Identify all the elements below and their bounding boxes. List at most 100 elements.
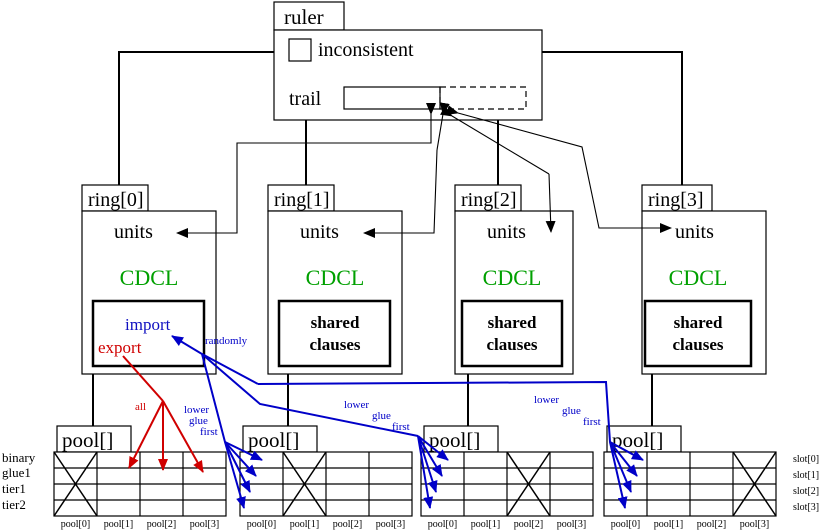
ring-2-units: units (487, 221, 526, 243)
ring-3-shared: shared (674, 313, 723, 332)
trail-label: trail (289, 88, 322, 110)
pool-0: pool[] pool[0] pool[1] pool[2] pool[3] (53, 425, 227, 530)
import-fan-2-slot-1 (609, 441, 638, 477)
export-arrows (122, 355, 204, 473)
lower-glue-first-1: lower glue first (344, 399, 410, 433)
pool-2-tab-label: pool[] (429, 428, 480, 452)
lower-label-2: lower (534, 394, 559, 406)
ring-3-cdcl: CDCL (669, 265, 728, 290)
ruler: ruler inconsistent trail (273, 1, 543, 121)
import-fan-1-slot-0 (417, 435, 449, 461)
ring-1: ring[1] units CDCL shared clauses (267, 184, 403, 375)
export-arrow-3 (162, 400, 204, 473)
lower-label-1: lower (344, 399, 369, 411)
slot-labels: slot[0] slot[1] slot[2] slot[3] (793, 454, 819, 513)
ring-1-shared: shared (311, 313, 360, 332)
import-fan-0-slot-0 (224, 441, 263, 461)
pool-2: pool[] pool[0] pool[1] pool[2] pool[3] (420, 425, 594, 530)
pool-1-tab-label: pool[] (248, 428, 299, 452)
import-fan-2-slot-2 (609, 441, 632, 493)
glue-label-0: glue (189, 415, 208, 427)
row-labels: binary glue1 tier1 tier2 (2, 450, 36, 512)
glue-label-2: glue (562, 405, 581, 417)
import-fan-1-slot-3 (417, 435, 434, 509)
ring-3: ring[3] units CDCL shared clauses (641, 184, 767, 375)
ring-0-cdcl: CDCL (120, 265, 179, 290)
pool-1-tab (242, 425, 318, 453)
import-fan-2-slot-3 (609, 441, 628, 509)
unit-arrow-ring-3 (446, 105, 672, 233)
export-stem (122, 355, 164, 402)
inconsistent-checkbox (288, 38, 312, 62)
ring-2-clauses: clauses (487, 335, 538, 354)
pool-0-tab-label: pool[] (62, 428, 113, 452)
ring-0-import: import (125, 315, 171, 334)
trail-array (343, 86, 441, 110)
unit-arrow-ring-1 (363, 149, 438, 238)
inconsistent-label: inconsistent (318, 39, 414, 61)
import-fan-2-slot-0 (609, 441, 644, 461)
pool-2-col-label-2: pool[2] (514, 519, 543, 530)
ruler-tab-label: ruler (284, 5, 324, 29)
pool-2-col-label-1: pool[1] (471, 519, 500, 530)
import-arrows (171, 335, 611, 443)
pool-0-col-label-0: pool[0] (61, 519, 90, 530)
pools: pool[]pool[0] pool[1] pool[2] pool[3]pool[]… (53, 425, 777, 530)
ring-2: ring[2] units CDCL shared clauses (454, 184, 574, 375)
ring-3-units: units (675, 221, 714, 243)
import-fan-0-slot-2 (224, 441, 251, 493)
pool-3-col-label-0: pool[0] (611, 519, 640, 530)
randomly-link-pool-2 (201, 353, 419, 437)
first-label-0: first (200, 426, 218, 438)
pool-1-col-label-2: pool[2] (333, 519, 362, 530)
unit-arrow-ring-1-top (436, 102, 450, 151)
row-label-tier1: tier1 (2, 481, 26, 496)
pool-0-col-label-2: pool[2] (147, 519, 176, 530)
pool-0-col-label-3: pool[3] (190, 519, 219, 530)
unit-arrow-ring-0 (176, 103, 436, 238)
blue-fans (224, 435, 644, 509)
randomly-link-pool-3 (257, 380, 611, 443)
glue-label-1: glue (372, 410, 391, 422)
import-fan-0-slot-3 (224, 441, 246, 509)
pool-3-col-label-2: pool[2] (697, 519, 726, 530)
lower-label-0: lower (184, 404, 209, 416)
ring-1-cdcl: CDCL (306, 265, 365, 290)
pool-1-col-label-1: pool[1] (290, 519, 319, 530)
ruler-tab (273, 1, 345, 31)
ring-0-tab-label: ring[0] (88, 189, 144, 211)
pool-1-col-label-3: pool[3] (376, 519, 405, 530)
row-label-tier2: tier2 (2, 497, 26, 512)
ring-0: ring[0] units CDCL import export (81, 184, 217, 375)
slot-label-2: slot[2] (793, 486, 819, 497)
pool-3-col-label-3: pool[3] (740, 519, 769, 530)
ring-1-units: units (300, 221, 339, 243)
unit-arrows (176, 102, 672, 238)
pool-0-tab (56, 425, 132, 453)
import-fan-0-slot-1 (224, 441, 257, 477)
row-label-binary: binary (2, 450, 36, 465)
ring-1-tab-label: ring[1] (274, 189, 330, 211)
ring-0-export: export (98, 338, 142, 357)
export-arrow-1 (128, 400, 164, 469)
ring-0-units: units (114, 221, 153, 243)
ring-3-tab-label: ring[3] (648, 189, 704, 211)
lower-glue-first-0: lower glue first (184, 404, 218, 438)
randomly-link-a (201, 353, 259, 385)
ring-3-clauses: clauses (673, 335, 724, 354)
slot-label-0: slot[0] (793, 454, 819, 465)
ring-2-shared-clauses-box (460, 299, 564, 368)
pool-1: pool[] pool[0] pool[1] pool[2] pool[3] (239, 425, 413, 530)
all-label: all (135, 401, 146, 413)
first-label-1: first (392, 421, 410, 433)
slot-label-1: slot[1] (793, 470, 819, 481)
slot-label-3: slot[3] (793, 502, 819, 513)
pool-2-col-label-3: pool[3] (557, 519, 586, 530)
ring-1-shared-clauses-box (277, 299, 392, 368)
pool-3: pool[]pool[0] pool[1] pool[2] pool[3] (603, 425, 777, 530)
ring-0-tab (81, 184, 149, 212)
ring-1-clauses: clauses (310, 335, 361, 354)
pool-2-col-label-0: pool[0] (428, 519, 457, 530)
